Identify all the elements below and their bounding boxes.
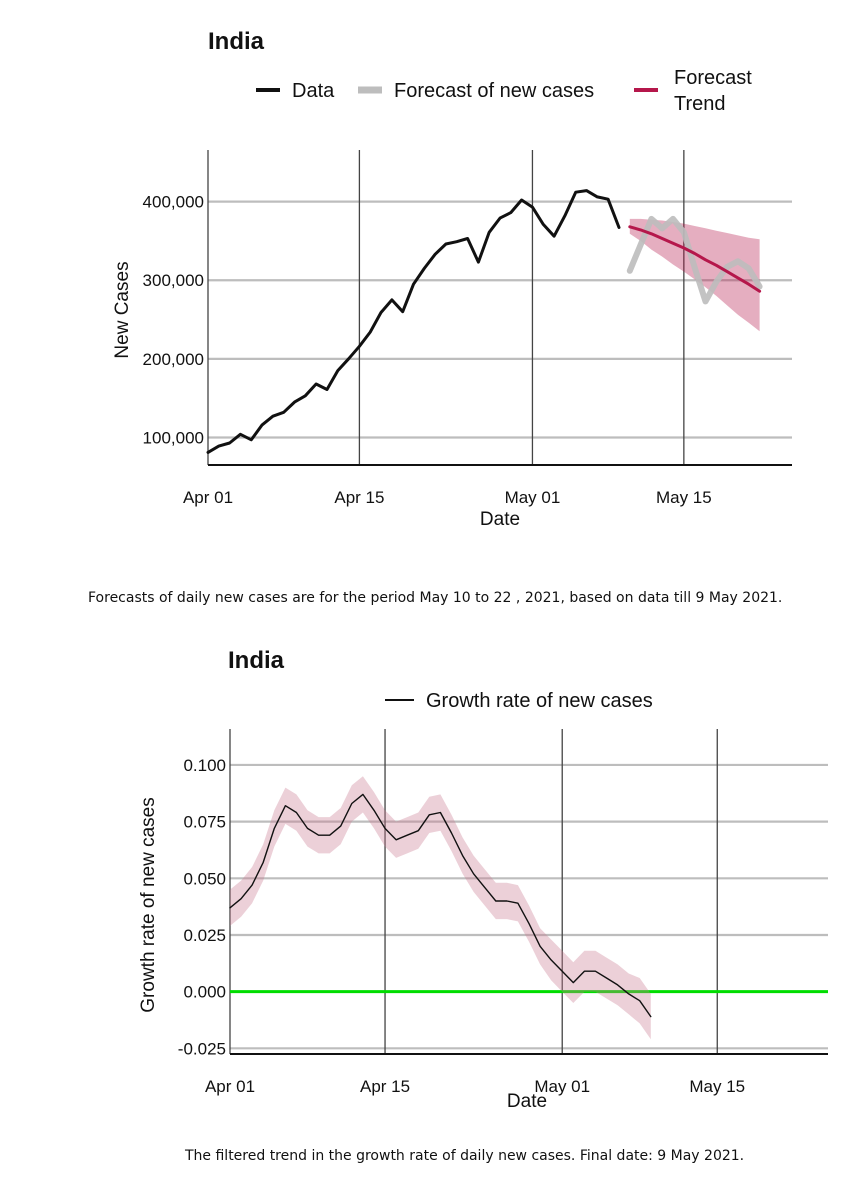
x-tick-label: Apr 15 (334, 488, 384, 507)
x-tick-label: Apr 01 (205, 1077, 255, 1096)
grid (207, 150, 792, 465)
legend: Growth rate of new cases (385, 690, 653, 712)
series (229, 776, 828, 1040)
growth-rate-chart: India Growth rate of new cases 0.100 0.07… (138, 647, 828, 1112)
legend-label-data: Data (292, 80, 335, 102)
x-tick-labels: Apr 01 Apr 15 May 01 May 15 (205, 1077, 745, 1096)
x-tick-label: Apr 15 (360, 1077, 410, 1096)
y-tick-label: 0.075 (183, 813, 226, 832)
x-tick-label: May 01 (505, 488, 561, 507)
y-tick-label: 0.000 (183, 983, 226, 1002)
data-line (206, 189, 621, 454)
x-tick-label: May 01 (534, 1077, 590, 1096)
y-tick-label: 0.050 (183, 869, 226, 888)
forecast-of-new-cases-line (626, 215, 763, 305)
y-tick-label: 100,000 (143, 428, 204, 447)
y-tick-label: 400,000 (143, 193, 204, 212)
x-tick-labels: Apr 01 Apr 15 May 01 May 15 (183, 488, 712, 507)
figure-caption-2: The filtered trend in the growth rate of… (185, 1148, 745, 1164)
y-tick-labels: 0.100 0.075 0.050 0.025 0.000 -0.025 (178, 756, 226, 1058)
y-axis-label: Growth rate of new cases (138, 797, 159, 1012)
grid (229, 729, 828, 1054)
y-axis-label: New Cases (112, 261, 133, 358)
y-tick-labels: 100,000 200,000 300,000 400,000 (143, 193, 204, 448)
legend: Data Forecast of new cases Forecast Tren… (256, 67, 752, 115)
legend-label-forecast: Forecast of new cases (394, 80, 594, 102)
new-cases-chart: India Data Forecast of new cases Forecas… (112, 28, 792, 530)
growth-rate-of-new-cases-line (229, 793, 652, 1018)
legend-label-growth: Growth rate of new cases (426, 690, 653, 712)
legend-label-trend-line1: Forecast (674, 67, 752, 89)
series (206, 189, 763, 454)
y-tick-label: 300,000 (143, 271, 204, 290)
y-tick-label: -0.025 (178, 1039, 226, 1058)
x-axis-label: Date (480, 509, 520, 530)
legend-label-trend-line2: Trend (674, 93, 726, 115)
x-tick-label: Apr 01 (183, 488, 233, 507)
x-tick-label: May 15 (656, 488, 712, 507)
y-tick-label: 0.025 (183, 926, 226, 945)
figure-caption-1: Forecasts of daily new cases are for the… (88, 590, 783, 606)
x-tick-label: May 15 (689, 1077, 745, 1096)
growth-rate-of-new-cases-confidence-band (230, 776, 651, 1040)
y-tick-label: 200,000 (143, 350, 204, 369)
chart-title: India (208, 28, 265, 55)
forecast-trend-line (628, 225, 762, 293)
chart-title: India (228, 647, 285, 674)
y-tick-label: 0.100 (183, 756, 226, 775)
x-axis-label: Date (507, 1091, 547, 1112)
